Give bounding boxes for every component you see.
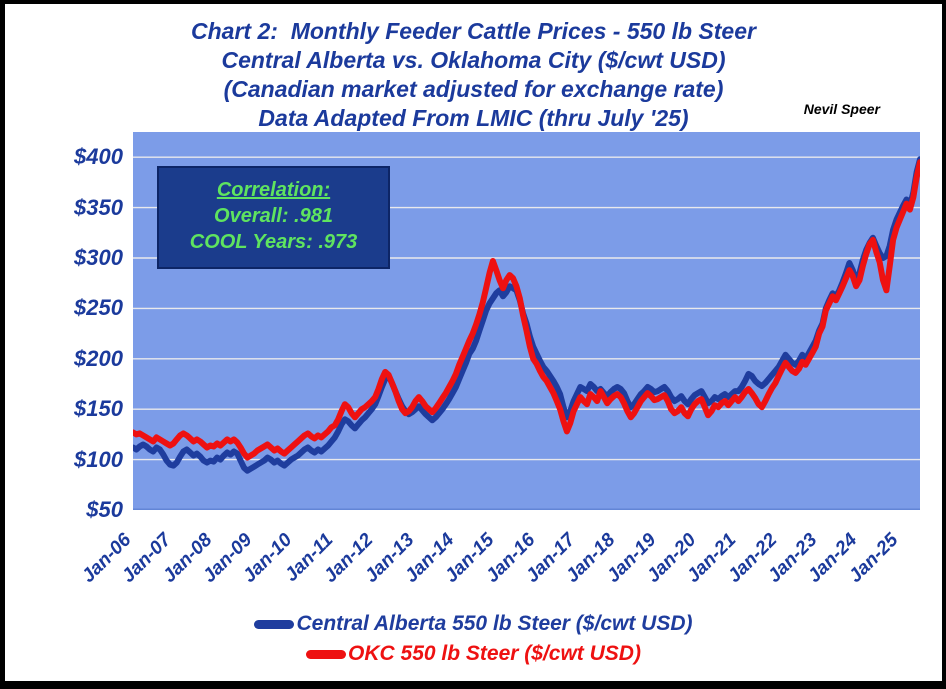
- y-tick-label-400: $400: [74, 144, 123, 170]
- y-tick-label-100: $100: [74, 446, 123, 472]
- y-tick-label-200: $200: [74, 345, 123, 371]
- okc-line-swatch-icon: [306, 649, 347, 659]
- price-lines-svg: [133, 156, 920, 510]
- okc-line: [133, 159, 920, 461]
- legend-label-alberta: Central Alberta 550 lb Steer ($/cwt USD): [296, 612, 693, 635]
- correlation-annotation: Correlation: Overall: .981 COOL Years: .…: [157, 166, 390, 269]
- alberta-line-swatch-icon: [254, 619, 295, 629]
- y-tick-label-50: $50: [86, 497, 123, 522]
- chart-title-line-2: Central Alberta vs. Oklahoma City ($/cwt…: [221, 47, 726, 73]
- correlation-overall: Overall: .981: [214, 205, 333, 227]
- legend: Central Alberta 550 lb Steer ($/cwt USD)…: [5, 612, 942, 666]
- correlation-cool-years: COOL Years: .973: [189, 231, 358, 253]
- chart-title-line-4: Data Adapted From LMIC (thru July '25): [258, 105, 689, 131]
- chart-title-line-3: (Canadian market adjusted for exchange r…: [223, 76, 724, 102]
- correlation-heading: Correlation:: [216, 179, 331, 201]
- legend-item-okc: OKC 550 lb Steer ($/cwt USD): [306, 642, 641, 666]
- y-tick-label-250: $250: [74, 295, 123, 321]
- chart-title-line-1: Chart 2: Monthly Feeder Cattle Prices - …: [191, 18, 756, 44]
- legend-item-alberta: Central Alberta 550 lb Steer ($/cwt USD): [254, 612, 693, 636]
- author-credit: Nevil Speer: [803, 101, 880, 117]
- y-tick-label-150: $150: [74, 396, 123, 422]
- y-tick-label-350: $350: [74, 194, 123, 220]
- y-tick-label-300: $300: [74, 245, 123, 270]
- legend-label-okc: OKC 550 lb Steer ($/cwt USD): [348, 642, 641, 665]
